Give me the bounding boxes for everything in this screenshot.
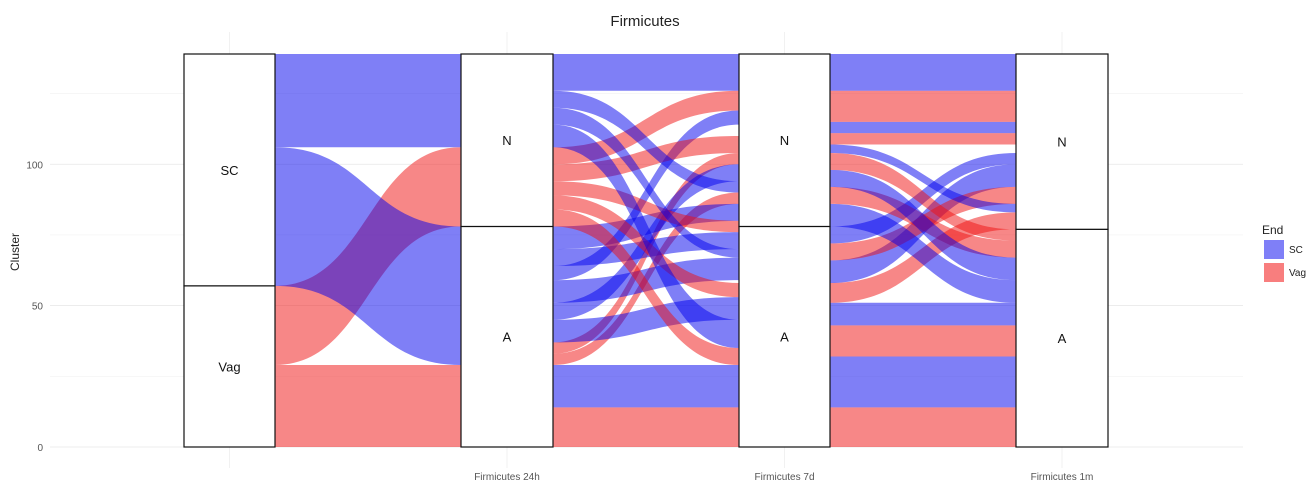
flow-sc: [553, 365, 739, 408]
flow-vag: [275, 365, 461, 447]
flow-sc: [275, 54, 461, 148]
flow-vag: [553, 135, 739, 182]
stratum-box: [460, 53, 554, 228]
flow-sc: [830, 169, 1016, 281]
x-tick-label: Firmicutes 7d: [754, 472, 814, 481]
stratum-label: N: [1057, 135, 1066, 150]
stratum-label: A: [780, 330, 789, 345]
flow-sc: [830, 54, 1016, 91]
stratum-label: N: [780, 133, 789, 148]
flow-sc: [830, 356, 1016, 408]
legend-swatch-sc: [1264, 240, 1284, 259]
stratum-label: N: [502, 133, 511, 148]
stratum-label: SC: [220, 163, 238, 178]
flow-sc: [553, 90, 739, 193]
flow-sc: [553, 54, 739, 91]
legend-label: SC: [1289, 245, 1303, 256]
stratum-box: [1015, 53, 1109, 230]
y-axis-label: Cluster: [8, 233, 22, 271]
stratum-box: [738, 53, 831, 228]
flow-sc: [830, 302, 1016, 326]
stratum-label: A: [1058, 331, 1067, 346]
legend-swatch-vag: [1264, 263, 1284, 282]
y-tick-label: 0: [37, 443, 43, 454]
y-tick-label: 100: [26, 160, 43, 171]
flow-vag: [830, 407, 1016, 447]
flow-sc: [275, 147, 461, 366]
stratum-box: [183, 53, 276, 287]
stratum-label: Vag: [218, 359, 240, 374]
flow-sc: [553, 110, 739, 281]
flow-sc: [830, 144, 1016, 213]
stratum-box: [738, 225, 831, 448]
y-tick-label: 50: [32, 302, 44, 313]
flow-sc: [830, 203, 1016, 303]
flow-vag: [553, 407, 739, 447]
flow-vag: [830, 90, 1016, 122]
stratum-label: A: [503, 330, 512, 345]
strata: Vag SC A N A N A N: [183, 53, 1109, 448]
x-tick-label: Firmicutes 24h: [474, 472, 540, 481]
legend-label: Vag: [1289, 268, 1306, 279]
axes: 0 50 100 Firmicutes 24h Firmicutes 7d Firmicu…: [26, 160, 1093, 481]
flow-sc: [830, 121, 1016, 134]
flow-sc: [553, 124, 739, 349]
legend: End SC Vag: [1262, 223, 1306, 282]
legend-title: End: [1262, 223, 1283, 237]
flow-vag: [830, 152, 1016, 241]
x-tick-label: Firmicutes 1m: [1031, 472, 1094, 481]
flow-vag: [830, 325, 1016, 357]
flow-sc: [553, 107, 739, 258]
stratum-box: [460, 225, 554, 448]
flow-vag: [553, 181, 739, 233]
flows: [275, 54, 1016, 447]
flow-vag: [830, 133, 1016, 145]
stratum-box: [1015, 228, 1109, 448]
flow-vag: [553, 209, 739, 366]
chart-title: Firmicutes: [610, 13, 679, 30]
